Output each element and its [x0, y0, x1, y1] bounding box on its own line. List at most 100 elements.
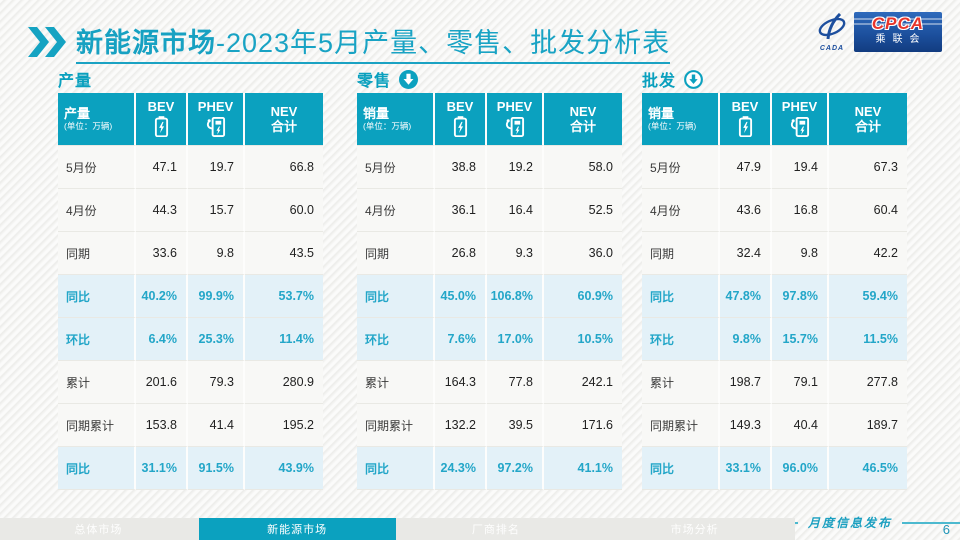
value-cell: 9.8% — [720, 318, 772, 361]
value-cell: 201.6 — [136, 361, 188, 404]
row-label: 同比 — [642, 447, 720, 490]
row-label: 环比 — [642, 318, 720, 361]
value-cell: 79.3 — [188, 361, 245, 404]
double-chevron-icon — [28, 27, 68, 57]
table-row: 4月份 43.6 16.8 60.4 — [642, 189, 907, 232]
download-circle-filled-icon — [395, 69, 419, 89]
retail-section: 零售CPCA销量(单位：万辆)BEVPHEVNEV合计5月份38.819.258… — [357, 68, 622, 490]
row-label: 5月份 — [357, 146, 435, 189]
value-cell: 149.3 — [720, 404, 772, 447]
value-cell: 43.9% — [245, 447, 323, 490]
value-cell: 26.8 — [435, 232, 487, 275]
row-label: 4月份 — [357, 189, 435, 232]
row-label: 同比 — [642, 275, 720, 318]
cpca-en-label: CPCA — [871, 14, 925, 33]
footer-rule-right — [902, 521, 960, 524]
row-label: 累计 — [642, 361, 720, 404]
value-cell: 19.7 — [188, 146, 245, 189]
production-section-title: 产量 — [58, 68, 323, 90]
value-cell: 164.3 — [435, 361, 487, 404]
value-cell: 16.4 — [487, 189, 544, 232]
bev-column-header: BEV — [136, 93, 188, 146]
table-header-row: 销量 (单位：万辆) BEV PHEV NEV 合计 — [642, 93, 907, 146]
footer-tab-新能源市场[interactable]: 新能源市场 — [198, 518, 396, 540]
value-cell: 40.4 — [772, 404, 829, 447]
row-label: 同期累计 — [58, 404, 136, 447]
value-cell: 99.9% — [188, 275, 245, 318]
table-row: 同期 26.8 9.3 36.0 — [357, 232, 622, 275]
cpca-swirl-label: CADA — [819, 45, 845, 52]
value-cell: 52.5 — [544, 189, 622, 232]
row-label: 同比 — [58, 275, 136, 318]
value-cell: 47.1 — [136, 146, 188, 189]
row-label: 累计 — [357, 361, 435, 404]
phev-column-header: PHEV — [188, 93, 245, 146]
row-label: 5月份 — [58, 146, 136, 189]
row-label: 同期 — [357, 232, 435, 275]
value-cell: 44.3 — [136, 189, 188, 232]
value-cell: 36.0 — [544, 232, 622, 275]
cpca-badge: CPCA 乘联会 — [854, 12, 942, 52]
value-cell: 198.7 — [720, 361, 772, 404]
value-cell: 15.7 — [188, 189, 245, 232]
value-cell: 242.1 — [544, 361, 622, 404]
phev-column-header: PHEV — [487, 93, 544, 146]
row-label: 4月份 — [58, 189, 136, 232]
footer-tab-市场分析[interactable]: 市场分析 — [670, 524, 719, 536]
row-label: 同比 — [58, 447, 136, 490]
table-row: 环比 7.6% 17.0% 10.5% — [357, 318, 622, 361]
table-row: 累计 201.6 79.3 280.9 — [58, 361, 323, 404]
value-cell: 42.2 — [829, 232, 907, 275]
row-label: 5月份 — [642, 146, 720, 189]
section-title-label: 批发 — [642, 73, 677, 90]
value-cell: 41.1% — [544, 447, 622, 490]
nev-total-column-header: NEV 合计 — [829, 93, 907, 146]
value-cell: 60.4 — [829, 189, 907, 232]
row-label: 4月份 — [642, 189, 720, 232]
value-cell: 15.7% — [772, 318, 829, 361]
value-cell: 280.9 — [245, 361, 323, 404]
footer-tab-bar: 总体市场 新能源市场 厂商排名 市场分析 — [0, 518, 795, 540]
charging-pump-icon — [789, 114, 810, 140]
corner-header-cell: 销量 (单位：万辆) — [642, 93, 720, 146]
row-label: 累计 — [58, 361, 136, 404]
value-cell: 40.2% — [136, 275, 188, 318]
table-row: 同比 45.0% 106.8% 60.9% — [357, 275, 622, 318]
value-cell: 46.5% — [829, 447, 907, 490]
value-cell: 171.6 — [544, 404, 622, 447]
bev-column-header: BEV — [720, 93, 772, 146]
battery-icon — [738, 114, 753, 140]
table-row: 同期累计 153.8 41.4 195.2 — [58, 404, 323, 447]
value-cell: 19.2 — [487, 146, 544, 189]
download-circle-outline-icon — [680, 69, 703, 89]
value-cell: 66.8 — [245, 146, 323, 189]
cpca-logo: CADA CPCA 乘联会 — [814, 12, 942, 52]
value-cell: 277.8 — [829, 361, 907, 404]
production-section: 产量CPCA产量(单位：万辆)BEVPHEVNEV合计5月份47.119.766… — [58, 68, 323, 490]
battery-icon — [154, 114, 169, 140]
cpca-cn-label: 乘联会 — [875, 34, 927, 45]
page-title-rest: -2023年5月产量、零售、批发分析表 — [216, 27, 671, 58]
footer-tab-总体市场[interactable]: 总体市场 — [74, 524, 123, 536]
value-cell: 9.3 — [487, 232, 544, 275]
value-cell: 24.3% — [435, 447, 487, 490]
value-cell: 60.0 — [245, 189, 323, 232]
value-cell: 7.6% — [435, 318, 487, 361]
section-title-label: 零售 — [357, 73, 392, 90]
row-label: 同期累计 — [357, 404, 435, 447]
table-row: 同期 32.4 9.8 42.2 — [642, 232, 907, 275]
value-cell: 58.0 — [544, 146, 622, 189]
value-cell: 189.7 — [829, 404, 907, 447]
wholesale-section-title: 批发 — [642, 68, 907, 90]
value-cell: 10.5% — [544, 318, 622, 361]
table-row: 累计 164.3 77.8 242.1 — [357, 361, 622, 404]
corner-header-cell: 销量 (单位：万辆) — [357, 93, 435, 146]
footer-tab-厂商排名[interactable]: 厂商排名 — [471, 524, 520, 536]
row-label: 同期 — [58, 232, 136, 275]
section-title-label: 产量 — [58, 73, 93, 90]
row-label: 同期累计 — [642, 404, 720, 447]
table-row: 5月份 47.9 19.4 67.3 — [642, 146, 907, 189]
value-cell: 36.1 — [435, 189, 487, 232]
value-cell: 19.4 — [772, 146, 829, 189]
table-row: 同比 40.2% 99.9% 53.7% — [58, 275, 323, 318]
